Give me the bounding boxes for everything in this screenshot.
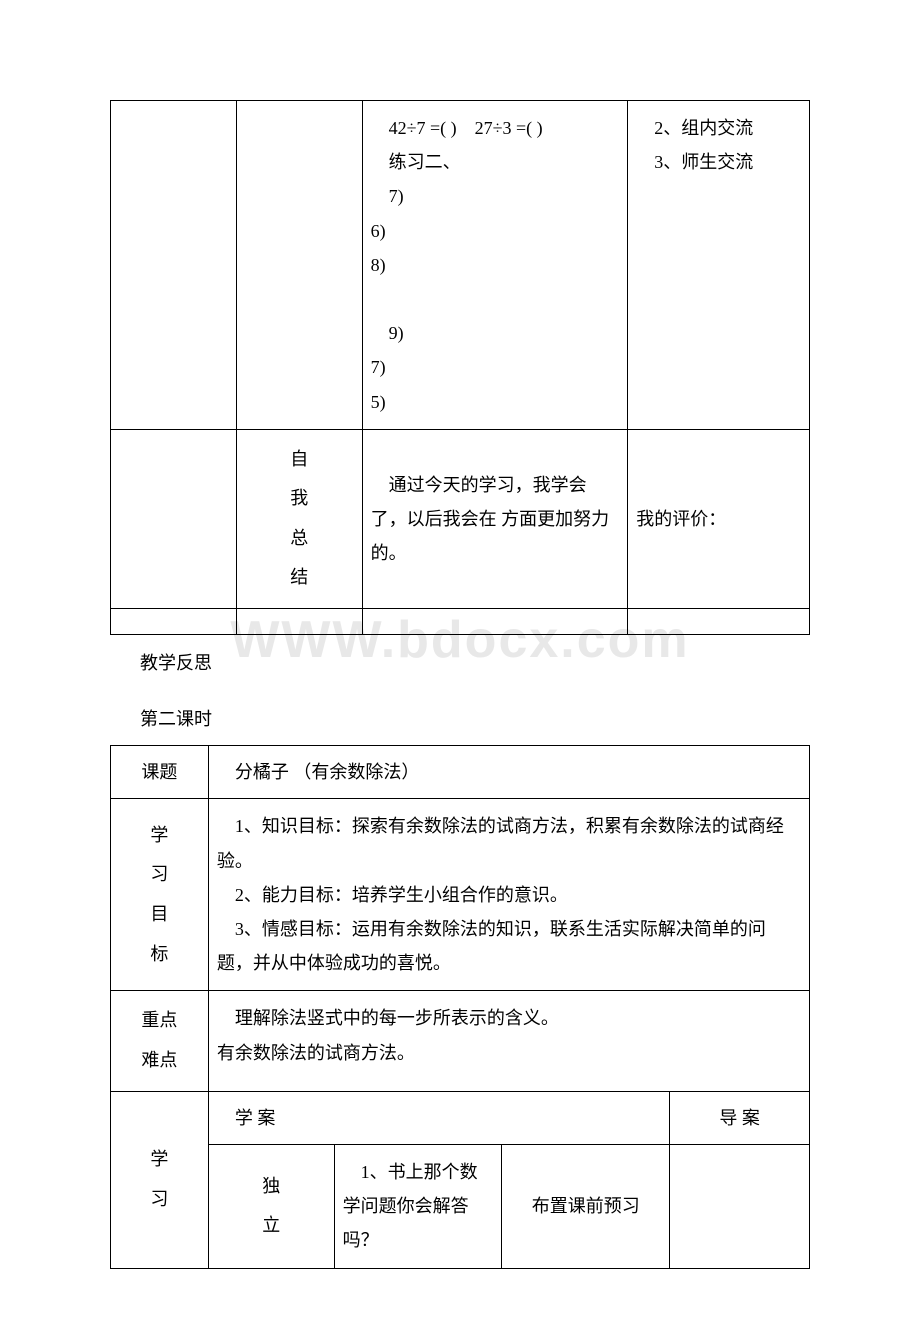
table-row	[111, 609, 810, 635]
daoan-label: 导 案	[670, 1091, 810, 1144]
teaching-reflection-label: 教学反思	[140, 649, 810, 675]
table-row: 学 习 学 案 导 案	[111, 1091, 810, 1144]
table-row: 课题 分橘子 （有余数除法）	[111, 746, 810, 799]
practice-cell: 42÷7 =( ) 27÷3 =( ) 练习二、 7) 6) 8) 9) 7) …	[362, 101, 628, 430]
objective-value: 1、知识目标：探索有余数除法的试商方法，积累有余数除法的试商经验。 2、能力目标…	[208, 799, 809, 991]
exchange-cell: 2、组内交流 3、师生交流	[628, 101, 810, 430]
table-row: 学 习 目 标 1、知识目标：探索有余数除法的试商方法，积累有余数除法的试商经验…	[111, 799, 810, 991]
keypoint-value: 理解除法竖式中的每一步所表示的含义。 有余数除法的试商方法。	[208, 991, 809, 1091]
self-summary-label: 自 我 总 结	[236, 429, 362, 608]
cell-empty	[111, 609, 237, 635]
topic-value: 分橘子 （有余数除法）	[208, 746, 809, 799]
cell-empty	[628, 609, 810, 635]
table-row: 重点 难点 理解除法竖式中的每一步所表示的含义。 有余数除法的试商方法。	[111, 991, 810, 1091]
evaluation-cell: 我的评价：	[628, 429, 810, 608]
summary-content: 通过今天的学习，我学会了，以后我会在 方面更加努力的。	[362, 429, 628, 608]
objective-label: 学 习 目 标	[111, 799, 209, 991]
study-label: 学 习	[111, 1091, 209, 1268]
cell-empty	[670, 1144, 810, 1268]
table-1: 42÷7 =( ) 27÷3 =( ) 练习二、 7) 6) 8) 9) 7) …	[110, 100, 810, 635]
xuean-label: 学 案	[208, 1091, 669, 1144]
keypoint-label: 重点 难点	[111, 991, 209, 1091]
cell-empty	[362, 609, 628, 635]
cell-empty	[236, 101, 362, 430]
lesson-2-label: 第二课时	[140, 705, 810, 731]
table-row: 自 我 总 结 通过今天的学习，我学会了，以后我会在 方面更加努力的。 我的评价…	[111, 429, 810, 608]
cell-empty	[236, 609, 362, 635]
duli-label: 独 立	[208, 1144, 334, 1268]
table-row: 42÷7 =( ) 27÷3 =( ) 练习二、 7) 6) 8) 9) 7) …	[111, 101, 810, 430]
preview-cell: 布置课前预习	[502, 1144, 670, 1268]
cell-empty	[111, 429, 237, 608]
question-1: 1、书上那个数学问题你会解答吗？	[334, 1144, 502, 1268]
cell-empty	[111, 101, 237, 430]
table-row: 独 立 1、书上那个数学问题你会解答吗？ 布置课前预习	[111, 1144, 810, 1268]
topic-label: 课题	[111, 746, 209, 799]
table-2: 课题 分橘子 （有余数除法） 学 习 目 标 1、知识目标：探索有余数除法的试商…	[110, 745, 810, 1268]
